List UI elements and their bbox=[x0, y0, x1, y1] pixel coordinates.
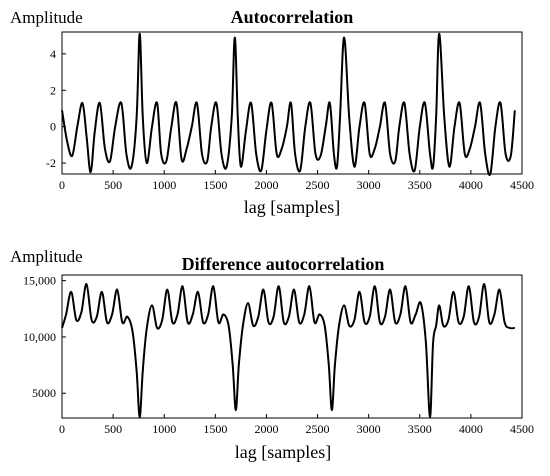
autocorrelation-series-line bbox=[61, 32, 516, 176]
x-tick-label: 2000 bbox=[254, 422, 278, 436]
y-tick-label: 2 bbox=[50, 83, 56, 97]
x-tick-label: 2000 bbox=[254, 178, 278, 192]
x-tick-label: 0 bbox=[59, 422, 65, 436]
x-tick-label: 500 bbox=[104, 422, 122, 436]
y-tick-label: 0 bbox=[50, 120, 56, 134]
x-tick-label: 3000 bbox=[357, 178, 381, 192]
x-tick-label: 4000 bbox=[459, 178, 483, 192]
x-tick-label: 0 bbox=[59, 178, 65, 192]
plot-frame bbox=[61, 274, 523, 419]
chart-title: Difference autocorrelation bbox=[182, 254, 385, 274]
y-axis-ticks: 5000 10,000 15,000 bbox=[23, 274, 66, 400]
x-axis-ticks: 0 500 1000 1500 2000 2500 3000 3500 4000 4500 bbox=[59, 170, 534, 192]
y-tick-label: 4 bbox=[50, 47, 56, 61]
x-tick-label: 1000 bbox=[152, 422, 176, 436]
chart-ylabel: Amplitude bbox=[10, 8, 83, 27]
y-tick-label: 5000 bbox=[32, 386, 56, 400]
x-tick-label: 3500 bbox=[408, 422, 432, 436]
x-tick-label: 1500 bbox=[203, 178, 227, 192]
y-tick-label: 10,000 bbox=[23, 330, 56, 344]
chart-ylabel: Amplitude bbox=[10, 247, 83, 266]
y-tick-label: -2 bbox=[46, 156, 56, 170]
x-tick-label: 1500 bbox=[203, 422, 227, 436]
plot-frame bbox=[61, 31, 523, 175]
x-tick-label: 4000 bbox=[459, 422, 483, 436]
chart-title: Autocorrelation bbox=[231, 7, 354, 27]
x-tick-label: 2500 bbox=[306, 178, 330, 192]
x-tick-label: 4500 bbox=[510, 178, 534, 192]
chart-xlabel: lag [samples] bbox=[244, 197, 340, 217]
chart-xlabel: lag [samples] bbox=[235, 442, 331, 462]
x-axis-ticks: 0 500 1000 1500 2000 2500 3000 3500 4000 4500 bbox=[59, 414, 534, 436]
x-tick-label: 3500 bbox=[408, 178, 432, 192]
difference-autocorrelation-series-line bbox=[61, 282, 515, 418]
x-tick-label: 500 bbox=[104, 178, 122, 192]
y-axis-ticks: -2 0 2 4 bbox=[46, 47, 66, 170]
x-tick-label: 1000 bbox=[152, 178, 176, 192]
y-tick-label: 15,000 bbox=[23, 274, 56, 288]
x-tick-label: 3000 bbox=[357, 422, 381, 436]
x-tick-label: 2500 bbox=[306, 422, 330, 436]
difference-autocorrelation-chart: Amplitude Difference autocorrelation 500… bbox=[10, 247, 534, 462]
x-tick-label: 4500 bbox=[510, 422, 534, 436]
